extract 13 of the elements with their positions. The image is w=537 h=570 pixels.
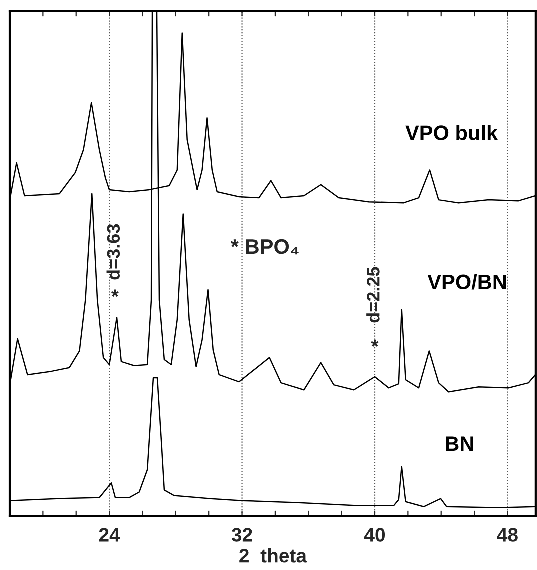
- series-label: VPO bulk: [406, 125, 498, 140]
- annotation: * BPO₄: [230, 239, 299, 255]
- annotation: *: [371, 340, 379, 348]
- x-tick-label: 48: [497, 528, 518, 542]
- series-label: VPO/BN: [428, 274, 506, 290]
- text: BN: [446, 436, 474, 452]
- annotation: *: [111, 290, 119, 298]
- x-tick-label: 24: [99, 528, 120, 542]
- x-tick-label: 32: [232, 528, 252, 542]
- x-axis-title: 2 theta: [240, 548, 308, 563]
- annotation: d=2.25: [366, 267, 380, 323]
- annotation: d=3.63: [106, 224, 120, 280]
- x-tick-label: 40: [364, 528, 386, 542]
